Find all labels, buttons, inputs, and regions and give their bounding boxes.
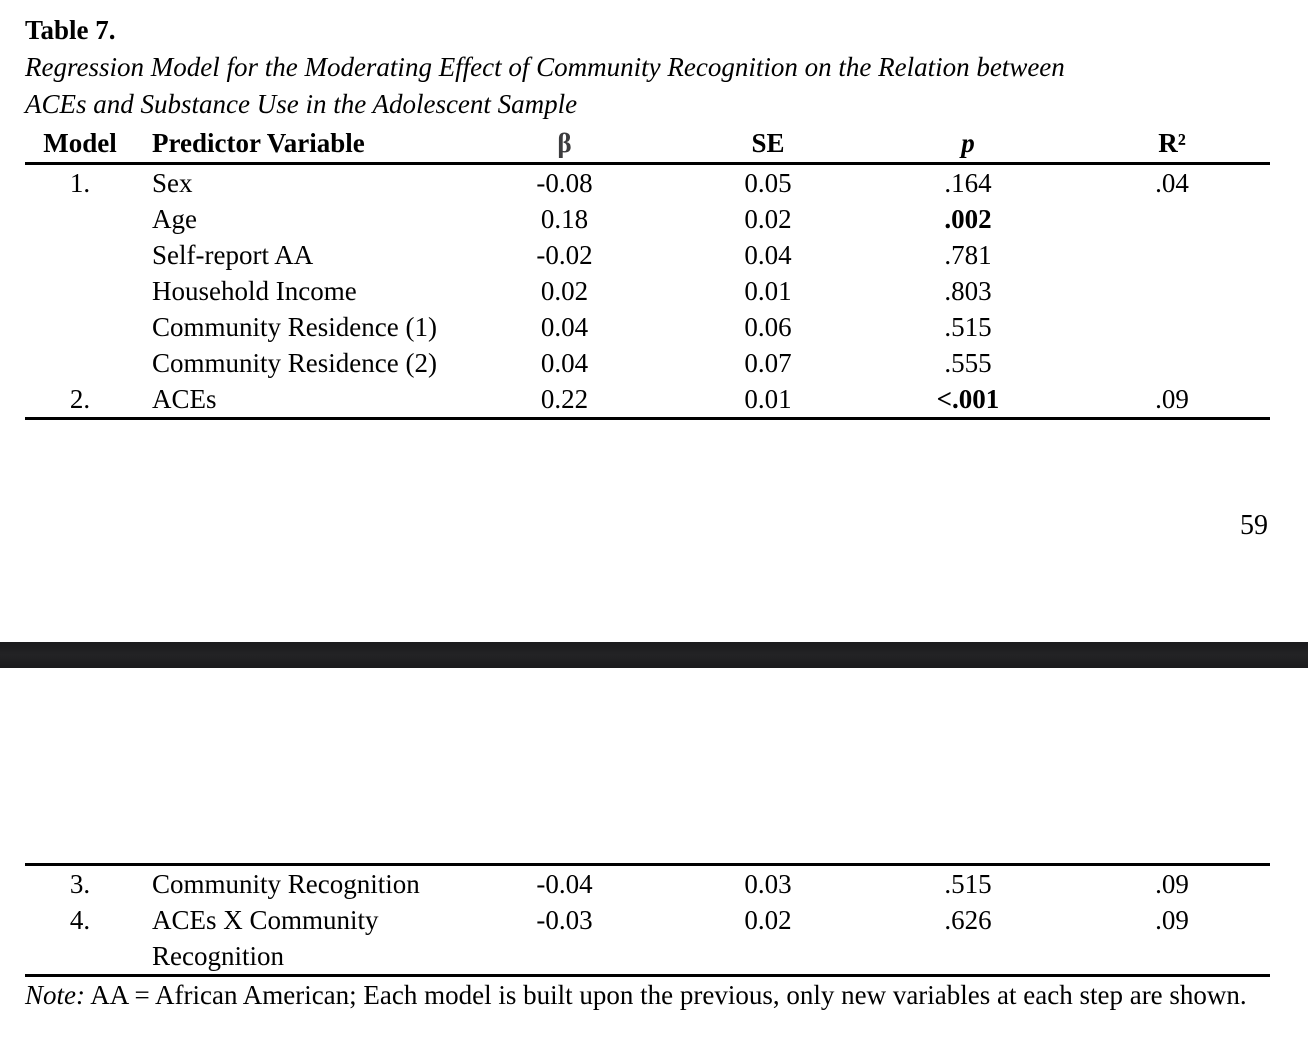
cell-beta: 0.02 <box>540 275 589 306</box>
table-row: Community Residence (2) 0.04 0.07 .555 <box>25 345 1270 381</box>
table-row: Community Residence (1) 0.04 0.06 .515 <box>25 309 1270 345</box>
cell-r2: .09 <box>1155 905 1189 935</box>
note-label: Note: <box>25 980 85 1010</box>
cell-r2 <box>1074 273 1270 309</box>
cell-r2: .09 <box>1155 868 1189 899</box>
cell-model: 1. <box>69 167 91 198</box>
cell-model <box>25 309 135 345</box>
page-break-separator <box>0 642 1308 668</box>
cell-model <box>25 345 135 381</box>
cell-predictor: ACEs <box>152 383 217 414</box>
cell-beta: -0.02 <box>536 239 593 270</box>
table-note: Note: AA = African American; Each model … <box>25 977 1277 1014</box>
note-text: AA = African American; Each model is bui… <box>85 980 1247 1010</box>
cell-se: 0.07 <box>744 347 792 378</box>
table-caption-line-2: ACEs and Substance Use in the Adolescent… <box>25 89 578 119</box>
cell-beta: 0.18 <box>540 203 589 234</box>
cell-se: 0.01 <box>744 275 792 306</box>
cell-predictor: Household Income <box>152 275 357 306</box>
cell-beta: -0.04 <box>536 868 593 899</box>
table-row: Self-report AA -0.02 0.04 .781 <box>25 237 1270 273</box>
col-header-se: SE <box>674 123 862 165</box>
cell-p: .555 <box>944 347 992 378</box>
cell-p: .515 <box>944 868 992 899</box>
table-row: Household Income 0.02 0.01 .803 <box>25 273 1270 309</box>
table-number-label: Table 7. <box>25 15 116 45</box>
page-number: 59 <box>1240 510 1268 541</box>
cell-r2: .04 <box>1155 167 1189 198</box>
cell-p: .164 <box>944 167 992 198</box>
cell-predictor: Age <box>152 203 197 234</box>
cell-model: 2. <box>69 383 91 414</box>
cell-beta: -0.03 <box>536 905 593 935</box>
cell-se: 0.06 <box>744 311 792 342</box>
col-header-predictor: Predictor Variable <box>135 123 455 165</box>
cell-model: 3. <box>69 868 91 899</box>
cell-model: 4. <box>69 905 91 935</box>
cell-p: .515 <box>944 311 992 342</box>
cell-beta: 0.04 <box>540 311 589 342</box>
table-row: 3. Community Recognition -0.04 0.03 .515… <box>25 865 1270 903</box>
cell-se: 0.02 <box>744 905 792 935</box>
table-row: Age 0.18 0.02 .002 <box>25 201 1270 237</box>
col-header-beta: β <box>455 123 674 165</box>
cell-beta: 0.04 <box>540 347 589 378</box>
cell-r2 <box>1074 345 1270 381</box>
cell-r2 <box>1074 237 1270 273</box>
col-header-model: Model <box>25 123 135 165</box>
cell-beta: 0.22 <box>540 383 589 414</box>
cell-predictor: ACEs X Community Recognition <box>152 905 379 971</box>
table-caption-line-1: Regression Model for the Moderating Effe… <box>25 52 1065 82</box>
cell-se: 0.02 <box>744 203 792 234</box>
col-header-p: p <box>862 123 1074 165</box>
cell-predictor: Community Recognition <box>152 868 420 899</box>
cell-p: .781 <box>944 239 992 270</box>
table-row: 4. ACEs X Community Recognition -0.03 0.… <box>25 902 1270 976</box>
cell-predictor: Sex <box>152 167 193 198</box>
cell-p: .803 <box>944 275 992 306</box>
cell-model <box>25 201 135 237</box>
cell-se: 0.05 <box>744 167 792 198</box>
regression-table-part1: Model Predictor Variable β SE p R² 1. Se… <box>25 123 1270 420</box>
cell-r2 <box>1074 201 1270 237</box>
cell-beta: -0.08 <box>536 167 593 198</box>
table-title-block: Table 7. Regression Model for the Modera… <box>25 12 1287 123</box>
cell-se: 0.04 <box>744 239 792 270</box>
table-row: 2. ACEs 0.22 0.01 <.001 .09 <box>25 381 1270 419</box>
table-row: 1. Sex -0.08 0.05 .164 .04 <box>25 164 1270 202</box>
cell-p-significant: <.001 <box>936 383 1000 414</box>
cell-model <box>25 273 135 309</box>
header-row: Model Predictor Variable β SE p R² <box>25 123 1270 165</box>
regression-table-part2: 3. Community Recognition -0.04 0.03 .515… <box>25 863 1270 977</box>
cell-predictor: Community Residence (1) <box>152 311 437 342</box>
cell-model <box>25 237 135 273</box>
cell-p: .626 <box>944 905 992 935</box>
cell-predictor: Self-report AA <box>152 239 314 270</box>
cell-predictor: Community Residence (2) <box>152 347 437 378</box>
cell-r2: .09 <box>1155 383 1189 414</box>
cell-se: 0.01 <box>744 383 792 414</box>
cell-se: 0.03 <box>744 868 792 899</box>
cell-p-significant: .002 <box>944 203 992 234</box>
col-header-r2: R² <box>1074 123 1270 165</box>
cell-r2 <box>1074 309 1270 345</box>
